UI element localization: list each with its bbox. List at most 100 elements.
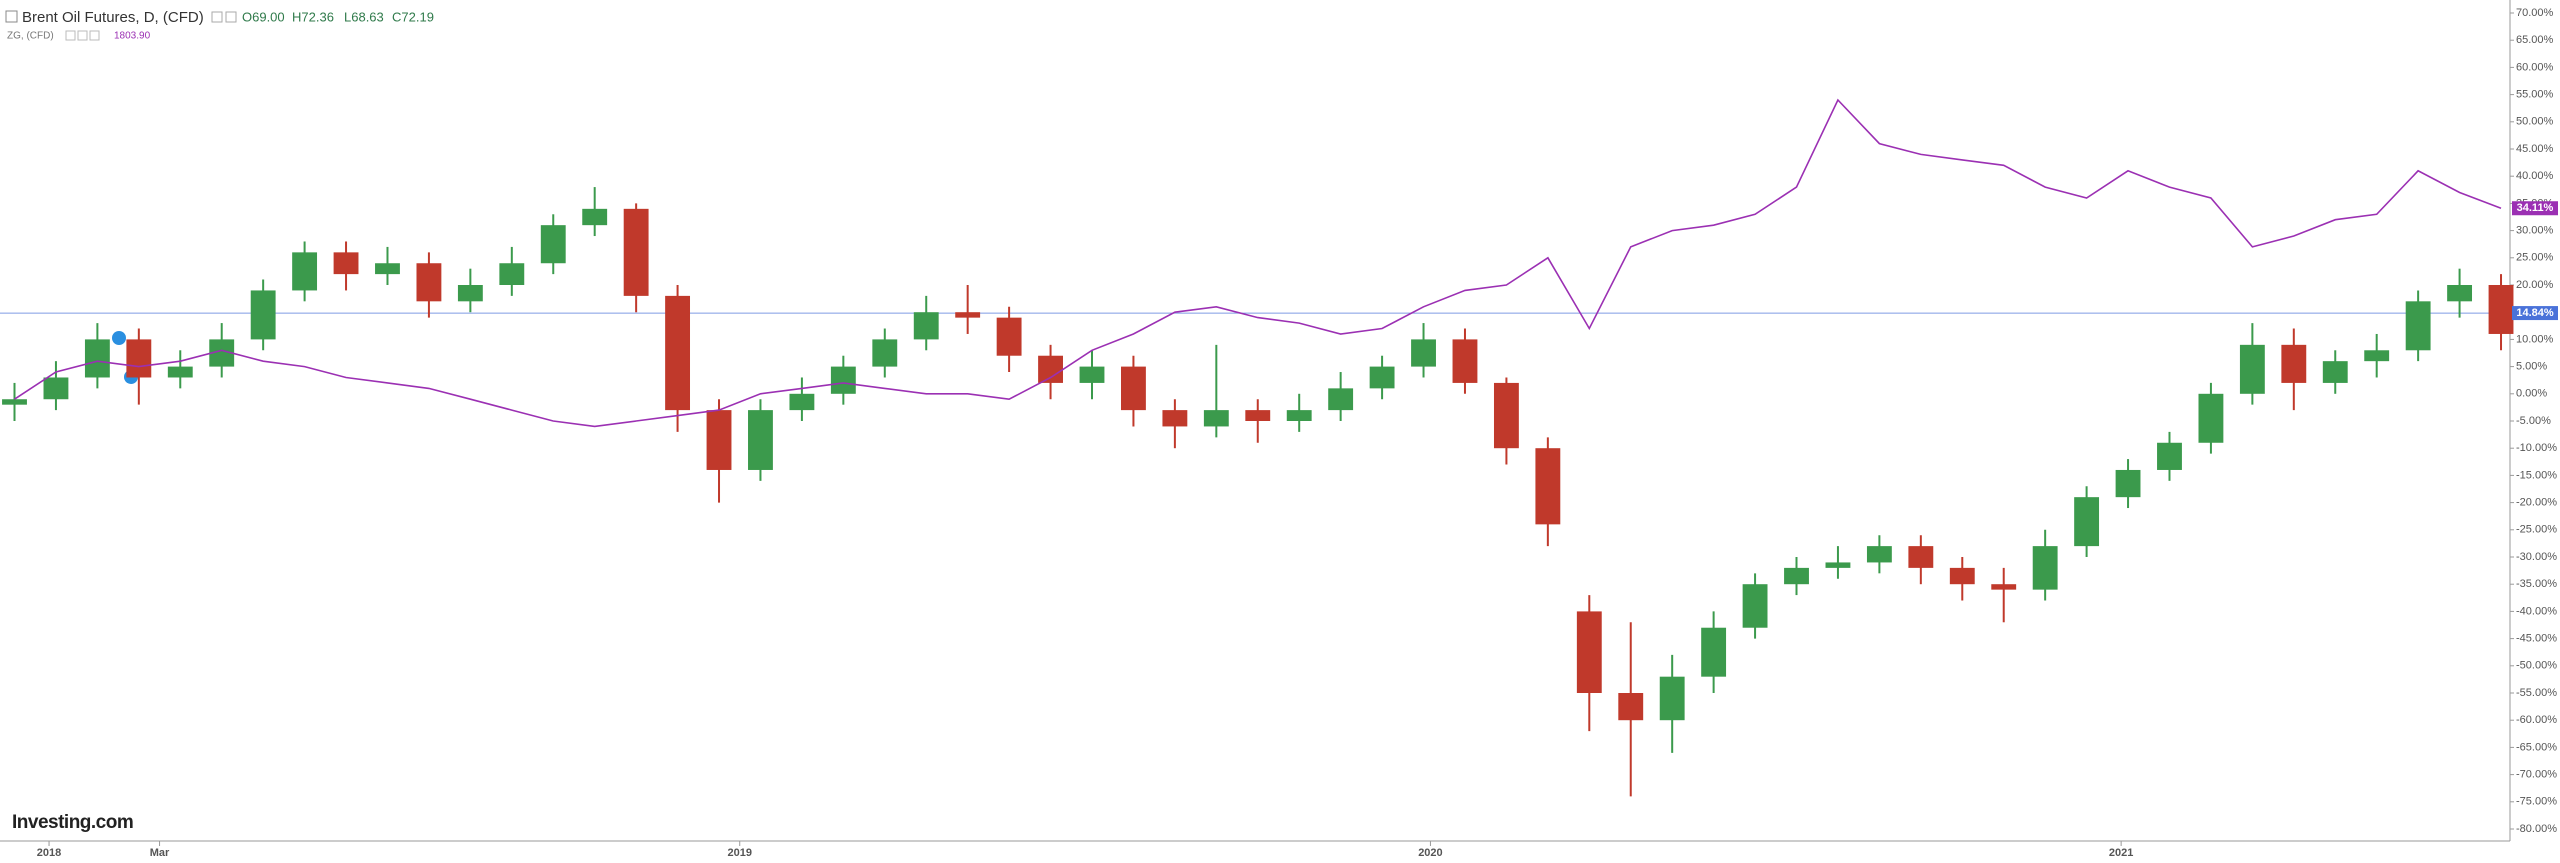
candle-body xyxy=(582,208,608,226)
candle-body xyxy=(416,263,442,302)
candle-body xyxy=(2405,301,2431,351)
x-tick-label: 2021 xyxy=(2109,847,2133,859)
candle-body xyxy=(84,339,110,378)
candle-body xyxy=(830,366,856,394)
candle-body xyxy=(457,285,483,302)
candle-body xyxy=(1659,676,1685,721)
candle-body xyxy=(2115,469,2141,498)
y-tick-label: -20.00% xyxy=(2516,497,2557,509)
candle-body xyxy=(1369,366,1395,389)
candle-body xyxy=(1866,546,1892,563)
y-tick-label: 5.00% xyxy=(2516,361,2547,373)
y-tick-label: -10.00% xyxy=(2516,442,2557,454)
y-tick-label: 30.00% xyxy=(2516,225,2554,237)
candle-body xyxy=(955,312,981,318)
candle-body xyxy=(1121,366,1146,411)
zg-value-badge-bg xyxy=(2512,201,2558,216)
x-tick-label: Mar xyxy=(150,847,170,859)
y-tick-label: -65.00% xyxy=(2516,741,2557,753)
y-tick-label: -80.00% xyxy=(2516,823,2557,835)
y-tick-label: 65.00% xyxy=(2516,34,2554,46)
candle-body xyxy=(2447,285,2473,302)
y-tick-label: 0.00% xyxy=(2516,388,2547,400)
y-tick-label: 20.00% xyxy=(2516,279,2554,291)
toolbar-icon[interactable] xyxy=(225,11,237,23)
candle-body xyxy=(1535,448,1561,525)
candle-body xyxy=(2157,442,2182,470)
y-tick-label: 55.00% xyxy=(2516,89,2554,101)
candle-body xyxy=(2239,344,2265,394)
y-tick-label: -70.00% xyxy=(2516,769,2557,781)
price-badge-bg xyxy=(2512,306,2558,321)
candle-body xyxy=(1825,562,1851,568)
candle-body xyxy=(1701,627,1727,677)
toolbar-icon[interactable] xyxy=(89,30,100,41)
y-tick-label: -50.00% xyxy=(2516,660,2557,672)
candle-body xyxy=(1949,567,1975,585)
y-tick-label: -25.00% xyxy=(2516,524,2557,536)
candle-body xyxy=(540,225,566,264)
price-badge: 14.84% xyxy=(2516,307,2554,319)
candle-body xyxy=(1079,366,1105,383)
candle-body xyxy=(1618,693,1644,721)
candle-body xyxy=(1452,339,1478,383)
candle-body xyxy=(375,263,400,275)
toolbar-icon[interactable] xyxy=(211,11,223,23)
candle-body xyxy=(2322,361,2348,383)
ohlc-open: O69.00 xyxy=(242,9,285,24)
y-tick-label: -30.00% xyxy=(2516,551,2557,563)
ohlc-low: L68.63 xyxy=(344,9,384,24)
candle-body xyxy=(2032,546,2058,590)
collapse-icon[interactable] xyxy=(5,10,18,23)
candle-body xyxy=(623,208,649,296)
candle-body xyxy=(499,263,525,285)
toolbar-icon[interactable] xyxy=(77,30,88,41)
y-tick-label: -55.00% xyxy=(2516,687,2557,699)
y-tick-label: 60.00% xyxy=(2516,61,2554,73)
y-tick-label: 10.00% xyxy=(2516,333,2554,345)
y-tick-label: 50.00% xyxy=(2516,116,2554,128)
candle-body xyxy=(913,312,939,340)
legend-zg: ZG, (CFD) xyxy=(7,31,54,42)
event-marker[interactable] xyxy=(112,331,126,345)
candle-body xyxy=(43,377,69,400)
candle-body xyxy=(1784,567,1809,585)
x-tick-label: 2020 xyxy=(1418,847,1442,859)
candle-body xyxy=(2281,344,2307,383)
y-tick-label: 45.00% xyxy=(2516,143,2554,155)
candle-body xyxy=(292,252,318,291)
candle-body xyxy=(1576,611,1602,693)
candle-body xyxy=(2488,285,2514,334)
zg-value-badge: 34.11% xyxy=(2517,202,2554,214)
candle-body xyxy=(2364,350,2390,362)
candle-body xyxy=(1411,339,1436,367)
candle-body xyxy=(1203,410,1229,427)
y-tick-label: 40.00% xyxy=(2516,170,2554,182)
candle-body xyxy=(250,290,276,340)
candle-body xyxy=(789,393,815,411)
toolbar-icon[interactable] xyxy=(65,30,76,41)
candle-body xyxy=(1991,584,2017,590)
y-tick-label: -40.00% xyxy=(2516,605,2557,617)
candle-body xyxy=(1245,410,1271,421)
y-tick-label: 25.00% xyxy=(2516,252,2554,264)
candle-body xyxy=(2,399,27,405)
candle-body xyxy=(2198,393,2224,443)
chart-title: Brent Oil Futures, D, (CFD) xyxy=(22,9,204,26)
y-tick-label: -15.00% xyxy=(2516,469,2557,481)
candle-body xyxy=(1038,355,1063,383)
candle-body xyxy=(333,252,359,275)
candle-body xyxy=(1908,546,1934,568)
candle-body xyxy=(1162,410,1188,427)
line-series xyxy=(14,98,2502,428)
candle-body xyxy=(706,410,732,470)
y-tick-label: -60.00% xyxy=(2516,714,2557,726)
y-tick-label: -45.00% xyxy=(2516,633,2557,645)
logo: Investing.com xyxy=(12,812,133,833)
candle-body xyxy=(872,339,898,367)
ohlc-close: C72.19 xyxy=(392,9,434,24)
candle-body xyxy=(1286,410,1312,421)
candle-body xyxy=(1328,388,1354,411)
y-tick-label: 70.00% xyxy=(2516,7,2554,19)
